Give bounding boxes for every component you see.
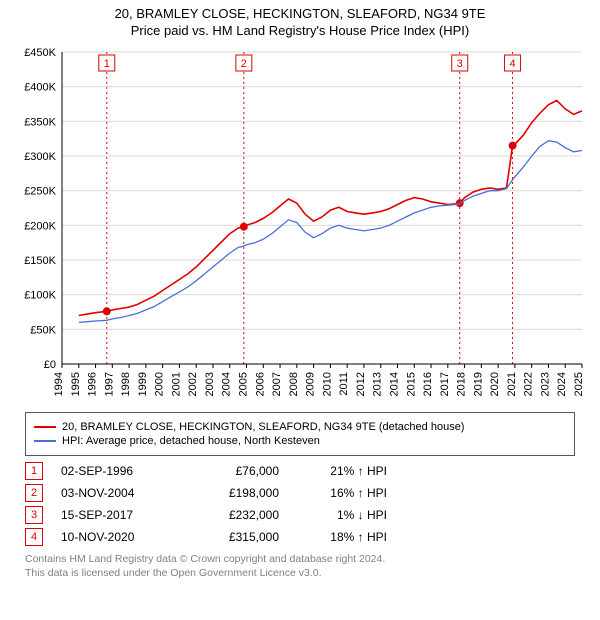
event-number: 4: [25, 528, 43, 546]
svg-text:£350K: £350K: [24, 116, 56, 128]
event-diff: 16% ↑ HPI: [297, 486, 387, 500]
svg-text:£200K: £200K: [24, 220, 56, 232]
event-diff: 18% ↑ HPI: [297, 530, 387, 544]
event-price: £76,000: [189, 464, 279, 478]
svg-text:2005: 2005: [238, 372, 250, 396]
svg-text:1: 1: [104, 58, 110, 70]
svg-text:2004: 2004: [221, 372, 233, 396]
svg-text:1994: 1994: [53, 372, 65, 396]
svg-text:2012: 2012: [355, 372, 367, 396]
event-price: £198,000: [189, 486, 279, 500]
chart-title-2: Price paid vs. HM Land Registry's House …: [0, 23, 600, 38]
event-date: 15-SEP-2017: [61, 508, 171, 522]
event-price: £232,000: [189, 508, 279, 522]
footer-attribution: Contains HM Land Registry data © Crown c…: [25, 552, 575, 580]
event-number: 2: [25, 484, 43, 502]
svg-text:2020: 2020: [489, 372, 501, 396]
svg-text:£0: £0: [44, 359, 56, 371]
footer-line-1: Contains HM Land Registry data © Crown c…: [25, 552, 575, 566]
svg-text:2016: 2016: [422, 372, 434, 396]
svg-text:2015: 2015: [405, 372, 417, 396]
svg-text:4: 4: [509, 58, 515, 70]
svg-text:2018: 2018: [456, 372, 468, 396]
legend-item: HPI: Average price, detached house, Nort…: [34, 435, 566, 447]
event-row: 4 10-NOV-2020 £315,000 18% ↑ HPI: [25, 528, 575, 546]
event-date: 10-NOV-2020: [61, 530, 171, 544]
svg-text:2025: 2025: [573, 372, 585, 396]
svg-text:1995: 1995: [70, 372, 82, 396]
svg-text:2022: 2022: [523, 372, 535, 396]
event-row: 2 03-NOV-2004 £198,000 16% ↑ HPI: [25, 484, 575, 502]
svg-text:2014: 2014: [388, 372, 400, 396]
svg-text:2003: 2003: [204, 372, 216, 396]
legend-swatch: [34, 440, 56, 442]
footer-line-2: This data is licensed under the Open Gov…: [25, 566, 575, 580]
svg-text:1999: 1999: [137, 372, 149, 396]
legend: 20, BRAMLEY CLOSE, HECKINGTON, SLEAFORD,…: [25, 412, 575, 456]
svg-text:£150K: £150K: [24, 255, 56, 267]
legend-label: HPI: Average price, detached house, Nort…: [62, 435, 320, 447]
event-number: 3: [25, 506, 43, 524]
svg-text:£300K: £300K: [24, 151, 56, 163]
svg-text:£250K: £250K: [24, 186, 56, 198]
svg-text:2023: 2023: [539, 372, 551, 396]
svg-text:2013: 2013: [372, 372, 384, 396]
svg-text:2019: 2019: [472, 372, 484, 396]
chart: £0 £50K £100K £150K £200K £250K £300K £350K £400…: [10, 44, 590, 404]
svg-text:3: 3: [457, 58, 463, 70]
events-table: 1 02-SEP-1996 £76,000 21% ↑ HPI 2 03-NOV-2004…: [25, 462, 575, 546]
svg-text:2021: 2021: [506, 372, 518, 396]
legend-swatch: [34, 426, 56, 428]
svg-text:2010: 2010: [321, 372, 333, 396]
svg-text:2002: 2002: [187, 372, 199, 396]
event-diff: 1% ↓ HPI: [297, 508, 387, 522]
svg-text:2000: 2000: [154, 372, 166, 396]
svg-text:2024: 2024: [556, 372, 568, 396]
svg-text:2: 2: [241, 58, 247, 70]
svg-text:2017: 2017: [439, 372, 451, 396]
svg-text:2007: 2007: [271, 372, 283, 396]
event-price: £315,000: [189, 530, 279, 544]
event-row: 1 02-SEP-1996 £76,000 21% ↑ HPI: [25, 462, 575, 480]
event-date: 03-NOV-2004: [61, 486, 171, 500]
svg-text:2008: 2008: [288, 372, 300, 396]
svg-text:£450K: £450K: [24, 47, 56, 59]
svg-text:£50K: £50K: [30, 324, 56, 336]
svg-text:1998: 1998: [120, 372, 132, 396]
event-date: 02-SEP-1996: [61, 464, 171, 478]
svg-text:2011: 2011: [338, 372, 350, 396]
event-row: 3 15-SEP-2017 £232,000 1% ↓ HPI: [25, 506, 575, 524]
legend-item: 20, BRAMLEY CLOSE, HECKINGTON, SLEAFORD,…: [34, 421, 566, 433]
svg-text:£400K: £400K: [24, 82, 56, 94]
legend-label: 20, BRAMLEY CLOSE, HECKINGTON, SLEAFORD,…: [62, 421, 464, 433]
event-number: 1: [25, 462, 43, 480]
svg-text:£100K: £100K: [24, 290, 56, 302]
svg-text:2006: 2006: [254, 372, 266, 396]
event-diff: 21% ↑ HPI: [297, 464, 387, 478]
svg-text:1996: 1996: [87, 372, 99, 396]
svg-text:1997: 1997: [103, 372, 115, 396]
svg-text:2001: 2001: [170, 372, 182, 396]
chart-title-1: 20, BRAMLEY CLOSE, HECKINGTON, SLEAFORD,…: [0, 6, 600, 21]
svg-text:2009: 2009: [305, 372, 317, 396]
